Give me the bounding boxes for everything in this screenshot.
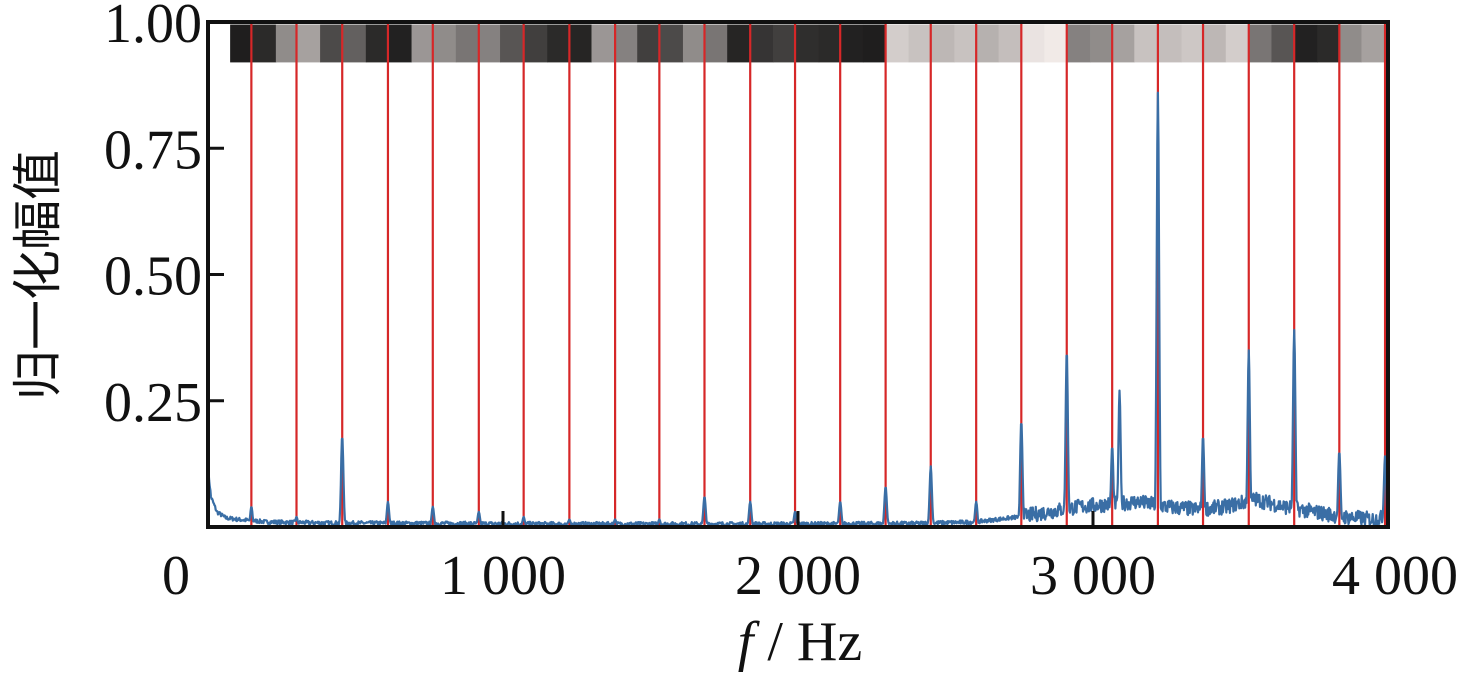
intensity-cell-15 <box>569 24 593 63</box>
intensity-cell-18 <box>637 24 660 63</box>
intensity-cell-0 <box>230 24 252 63</box>
intensity-cell-6 <box>365 24 389 63</box>
intensity-cell-13 <box>523 24 548 63</box>
intensity-cell-11 <box>478 24 501 63</box>
intensity-cell-23 <box>750 24 774 63</box>
intensity-cell-34 <box>998 24 1022 63</box>
intensity-cell-4 <box>320 24 343 63</box>
intensity-cell-1 <box>251 24 277 63</box>
x-tick-label-4: 4 000 <box>1332 545 1458 607</box>
intensity-cell-8 <box>411 24 434 63</box>
intensity-cell-31 <box>930 24 955 63</box>
spectrum-series-line <box>206 91 1390 528</box>
y-tick-label-3: 1.00 <box>104 0 202 55</box>
intensity-cell-41 <box>1157 24 1183 63</box>
x-tick-label-3: 3 000 <box>1030 545 1156 607</box>
intensity-cell-46 <box>1271 24 1295 63</box>
x-axis-label-unit: / Hz <box>753 611 862 673</box>
x-tick-label-2: 2 000 <box>735 545 861 607</box>
y-tick-label-2: 0.75 <box>104 119 202 181</box>
intensity-cell-29 <box>885 24 910 63</box>
y-tick-label-1: 0.50 <box>104 246 202 308</box>
intensity-cell-17 <box>615 24 638 63</box>
intensity-cell-45 <box>1248 24 1273 63</box>
x-axis-label: f / Hz <box>738 611 862 673</box>
intensity-cell-44 <box>1225 24 1250 63</box>
intensity-cell-19 <box>659 24 684 63</box>
intensity-cell-7 <box>387 24 413 63</box>
intensity-cell-43 <box>1203 24 1227 63</box>
intensity-cell-48 <box>1317 24 1340 63</box>
intensity-cell-9 <box>432 24 457 63</box>
intensity-cell-33 <box>976 24 1000 63</box>
y-axis-label: 归一化幅值 <box>9 150 67 400</box>
intensity-cell-14 <box>547 24 570 63</box>
intensity-cell-27 <box>840 24 864 63</box>
x-axis-ticks: 0 1 000 2 000 3 000 4 000 <box>162 511 1458 607</box>
y-axis-ticks: 0.25 0.50 0.75 1.00 <box>104 0 224 434</box>
intensity-cell-16 <box>591 24 616 63</box>
intensity-bar <box>230 24 1389 63</box>
intensity-cell-36 <box>1044 24 1068 63</box>
x-tick-label-1: 1 000 <box>440 545 566 607</box>
intensity-cell-26 <box>818 24 841 63</box>
intensity-cell-39 <box>1112 24 1135 63</box>
intensity-cell-35 <box>1021 24 1045 63</box>
harmonic-lines <box>250 24 1387 525</box>
x-tick-label-0: 0 <box>162 545 190 607</box>
intensity-cell-37 <box>1066 24 1091 63</box>
intensity-cell-2 <box>275 24 298 63</box>
intensity-cell-28 <box>862 24 887 63</box>
intensity-cell-49 <box>1339 24 1363 63</box>
intensity-cell-21 <box>704 24 728 63</box>
intensity-cell-5 <box>342 24 367 63</box>
y-tick-label-0: 0.25 <box>104 372 202 434</box>
intensity-cell-40 <box>1134 24 1159 63</box>
intensity-cell-3 <box>296 24 321 63</box>
intensity-cell-38 <box>1090 24 1113 63</box>
intensity-cell-22 <box>727 24 751 63</box>
intensity-cell-30 <box>908 24 932 63</box>
intensity-cell-10 <box>455 24 480 63</box>
intensity-cell-32 <box>954 24 977 63</box>
intensity-cell-12 <box>500 24 525 63</box>
intensity-cell-24 <box>772 24 796 63</box>
intensity-cell-42 <box>1181 24 1204 63</box>
intensity-cell-25 <box>795 24 820 63</box>
plot-frame <box>206 20 1390 529</box>
intensity-cell-47 <box>1294 24 1318 63</box>
intensity-cell-20 <box>682 24 706 63</box>
